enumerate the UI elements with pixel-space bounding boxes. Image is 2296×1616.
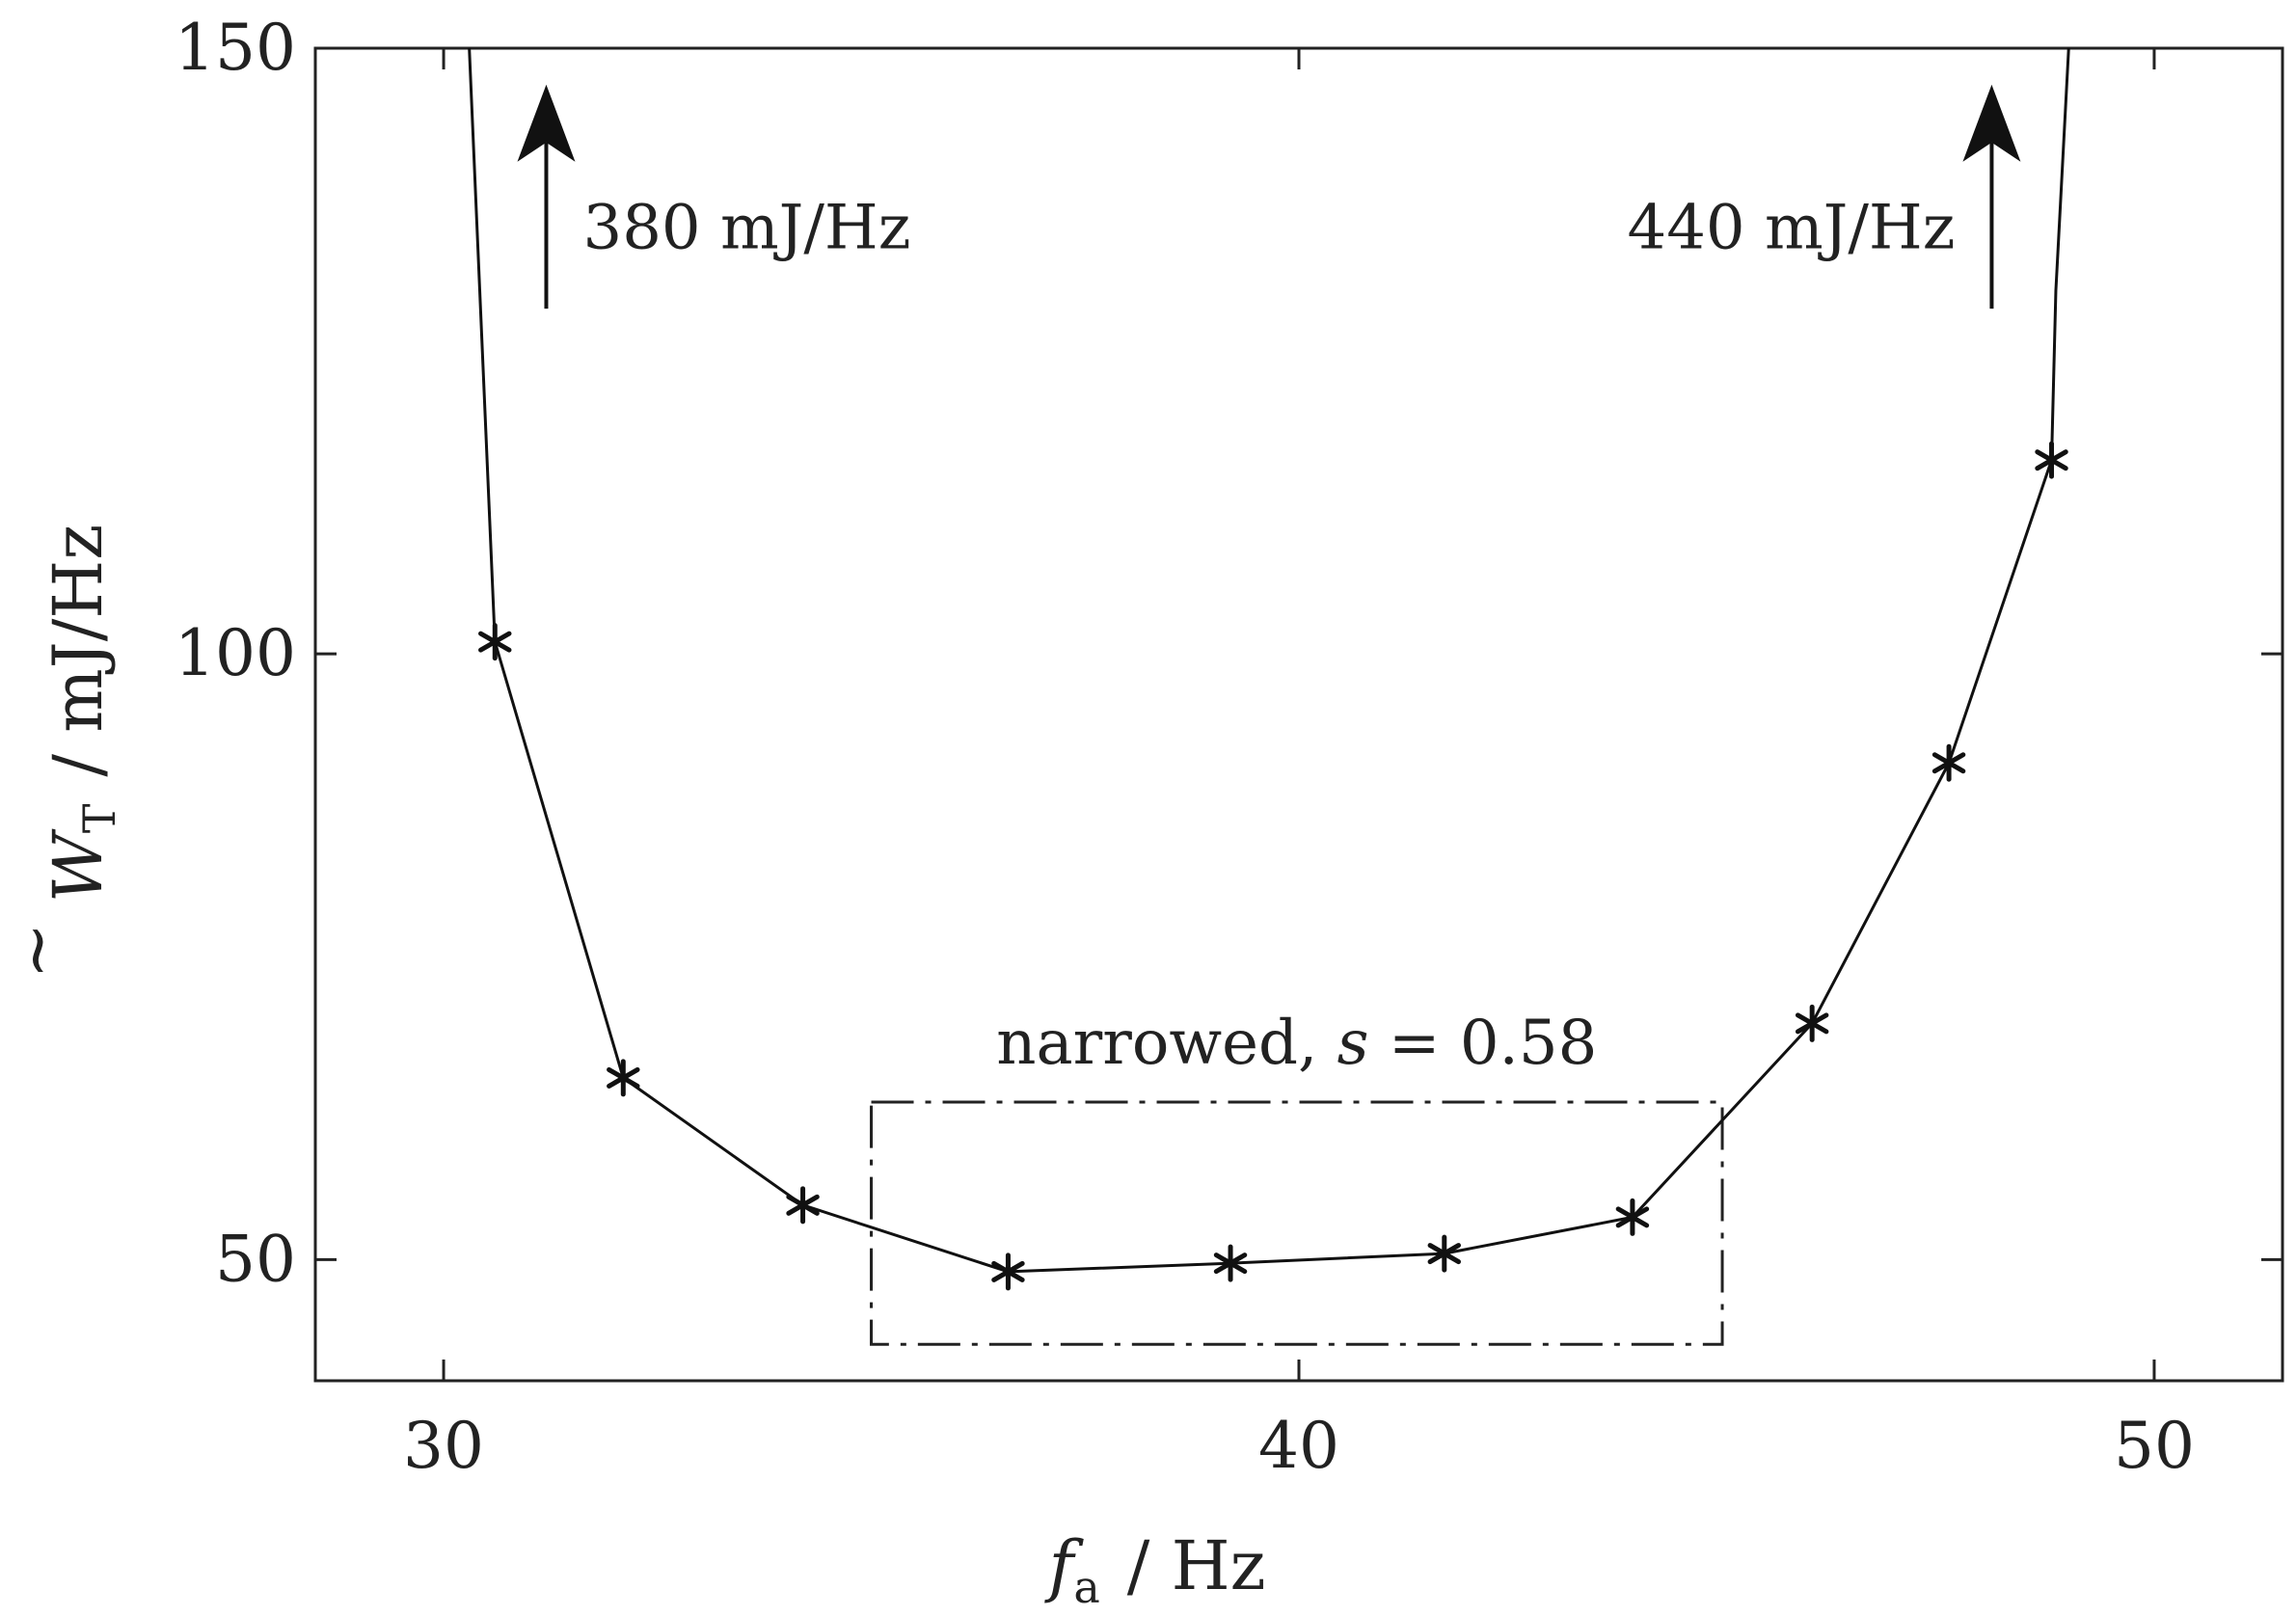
axis-ticks: [315, 46, 2282, 1381]
y-tick-label: 150: [175, 11, 296, 85]
data-point: [2035, 441, 2068, 479]
x-axis-label: fa / Hz: [1043, 1526, 1265, 1613]
narrowed-region: narrowed, s = 0.58: [870, 1008, 1724, 1346]
point-marker-stroke: [2035, 449, 2068, 471]
data-point: [607, 1059, 640, 1097]
data-point: [1795, 1004, 1829, 1042]
narrowed-box: [870, 1100, 1724, 1346]
data-point: [786, 1186, 820, 1225]
overflow-value-label: 380 mJ/Hz: [582, 192, 910, 263]
overflow-arrow-head: [517, 84, 576, 162]
point-marker-stroke: [478, 631, 512, 653]
point-marker-stroke: [991, 1260, 1025, 1282]
point-marker-stroke: [1213, 1252, 1248, 1275]
overflow-arrow-head: [1962, 84, 2021, 162]
data-point: [1427, 1234, 1462, 1273]
narrowed-label: narrowed, s = 0.58: [996, 1008, 1597, 1079]
y-axis-label: WT/ mJ/Hz ~: [0, 525, 125, 980]
x-tick-label: 50: [2114, 1409, 2195, 1483]
point-marker-stroke: [786, 1194, 820, 1216]
series: [468, 47, 2070, 1291]
y-tick-label: 50: [215, 1222, 296, 1296]
data-point: [1931, 743, 1966, 782]
y-axis-label-tilde: ~: [0, 923, 75, 980]
y-tick-label: 100: [175, 616, 296, 690]
annotations: 380 mJ/Hz 440 mJ/Hz: [517, 84, 2021, 310]
data-point: [991, 1252, 1025, 1291]
point-marker-stroke: [1931, 752, 1966, 774]
tick-labels: 30 40 50 50 100 150: [175, 11, 2195, 1483]
data-point: [1615, 1198, 1650, 1236]
x-tick-label: 40: [1258, 1409, 1339, 1483]
overflow-value-label: 440 mJ/Hz: [1627, 192, 1955, 263]
data-point: [1213, 1244, 1248, 1282]
point-marker-stroke: [1795, 1012, 1829, 1035]
point-marker-stroke: [1615, 1206, 1650, 1228]
point-marker-stroke: [1427, 1243, 1462, 1265]
data-point: [478, 623, 512, 661]
x-tick-label: 30: [403, 1409, 484, 1483]
svg-text:WT/ mJ/Hz: WT/ mJ/Hz: [39, 525, 125, 902]
point-marker-stroke: [607, 1066, 640, 1089]
